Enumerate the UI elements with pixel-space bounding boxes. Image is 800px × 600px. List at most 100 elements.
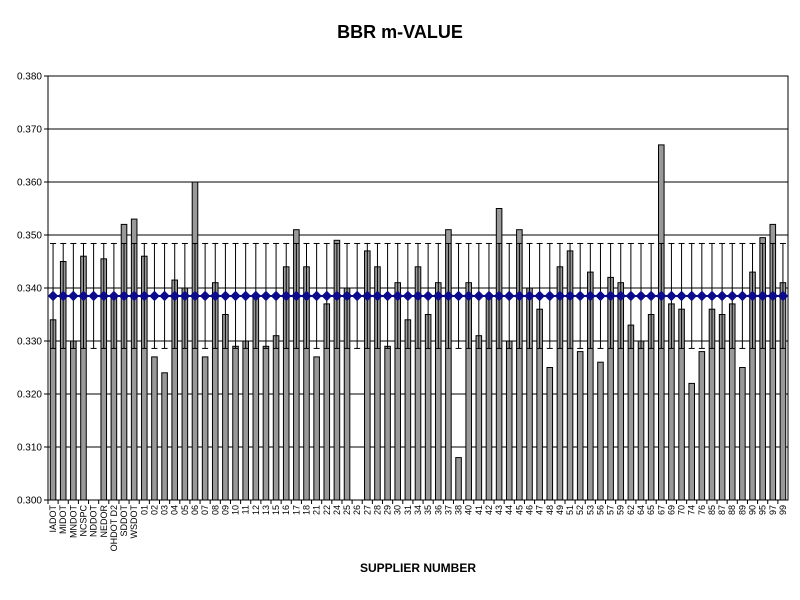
- bar: [505, 340, 513, 501]
- mean-marker: [230, 290, 241, 302]
- mean-marker: [361, 290, 373, 302]
- mean-marker: [544, 290, 556, 302]
- mean-marker: [747, 290, 758, 302]
- mean-marker: [78, 290, 89, 302]
- chart-title: BBR m-VALUE: [337, 22, 463, 42]
- bar: [597, 361, 604, 501]
- mean-marker: [209, 290, 221, 302]
- bar: [70, 340, 77, 501]
- mean-marker: [716, 290, 728, 302]
- bar: [627, 324, 635, 501]
- x-tick-label: NDDOT: [89, 505, 99, 537]
- mean-marker: [473, 290, 485, 302]
- mean-marker: [706, 290, 718, 302]
- mean-marker: [757, 290, 769, 302]
- mean-marker: [250, 290, 262, 302]
- x-tick-label: 08: [210, 505, 220, 515]
- bar: [546, 367, 554, 501]
- x-tick-label: 41: [474, 505, 484, 515]
- x-tick-label: 38: [454, 505, 464, 515]
- mean-marker: [382, 290, 393, 302]
- x-tick-label: 69: [666, 505, 676, 515]
- bar: [120, 223, 128, 501]
- x-tick-label: 22: [322, 505, 332, 515]
- mean-marker: [595, 290, 606, 302]
- bar: [688, 382, 695, 501]
- x-axis-title: SUPPLIER NUMBER: [359, 561, 476, 575]
- mean-marker: [392, 290, 404, 302]
- x-tick-label: 90: [748, 505, 758, 515]
- x-tick-label: 88: [727, 505, 737, 515]
- x-tick-label: 31: [403, 505, 413, 515]
- x-tick-label: 44: [504, 505, 514, 515]
- mean-marker: [443, 290, 454, 302]
- y-tick-label: 0.320: [17, 390, 42, 401]
- x-tick-label: 45: [514, 505, 524, 515]
- x-tick-label: 59: [616, 505, 626, 515]
- x-tick-label: 42: [484, 505, 494, 515]
- bar: [293, 229, 300, 501]
- x-tick-label: 07: [200, 505, 210, 515]
- bar: [516, 229, 523, 501]
- bar: [232, 345, 239, 501]
- x-tick-label: 95: [758, 505, 768, 515]
- x-tick-label: 12: [251, 505, 261, 515]
- mean-marker: [686, 290, 698, 302]
- x-tick-label: 76: [697, 505, 707, 515]
- x-tick-label: 03: [160, 505, 170, 515]
- x-tick-label: 05: [180, 505, 190, 515]
- x-tick-label: 97: [768, 505, 778, 515]
- mean-marker: [483, 290, 495, 302]
- bar: [445, 229, 452, 501]
- x-tick-label: 53: [585, 505, 595, 515]
- x-tick-label: 46: [525, 505, 535, 515]
- bar: [455, 457, 462, 501]
- x-tick-label: 01: [139, 505, 149, 515]
- y-tick-label: 0.370: [17, 125, 42, 136]
- y-tick-label: 0.300: [17, 496, 42, 507]
- y-tick-label: 0.360: [17, 178, 42, 189]
- mean-marker: [676, 290, 687, 302]
- x-tick-label: 85: [707, 505, 717, 515]
- x-tick-label: SDDOT: [119, 504, 129, 536]
- x-tick-label: 13: [261, 505, 271, 515]
- x-tick-label: WSDOT: [129, 505, 139, 539]
- y-tick-label: 0.310: [17, 443, 42, 454]
- x-tick-label: 04: [170, 505, 180, 515]
- mean-marker: [260, 290, 272, 302]
- mean-marker: [88, 290, 99, 302]
- mean-marker: [584, 290, 596, 302]
- mean-marker: [108, 290, 120, 302]
- mean-marker: [301, 290, 312, 302]
- mean-marker: [280, 290, 292, 302]
- bar: [333, 239, 341, 501]
- bar: [161, 372, 168, 501]
- x-tick-label: 64: [636, 505, 646, 515]
- x-tick-label: MNDOT: [68, 505, 78, 538]
- x-tick-label: 36: [433, 505, 443, 515]
- mean-marker: [189, 290, 201, 302]
- mean-marker: [503, 290, 515, 302]
- bar: [272, 335, 280, 501]
- mean-marker: [645, 290, 657, 302]
- mean-marker: [524, 290, 535, 302]
- x-tick-label: 52: [575, 505, 585, 515]
- x-tick-label: 18: [301, 505, 311, 515]
- mean-marker: [422, 290, 434, 302]
- mean-marker: [220, 290, 231, 302]
- mean-marker: [47, 290, 59, 302]
- x-tick-label: 27: [362, 505, 372, 515]
- bar: [759, 237, 766, 501]
- x-tick-label: 56: [595, 505, 605, 515]
- x-tick-label: NCSPC: [78, 505, 88, 537]
- mean-marker: [291, 290, 302, 302]
- mean-marker: [655, 290, 667, 302]
- mean-marker: [138, 290, 150, 302]
- mean-marker: [514, 290, 525, 302]
- mean-marker: [169, 290, 181, 302]
- x-tick-label: 26: [352, 505, 362, 515]
- bar: [313, 356, 320, 501]
- x-tick-label: 21: [312, 505, 322, 515]
- mean-marker: [372, 290, 383, 302]
- mean-marker: [128, 290, 140, 302]
